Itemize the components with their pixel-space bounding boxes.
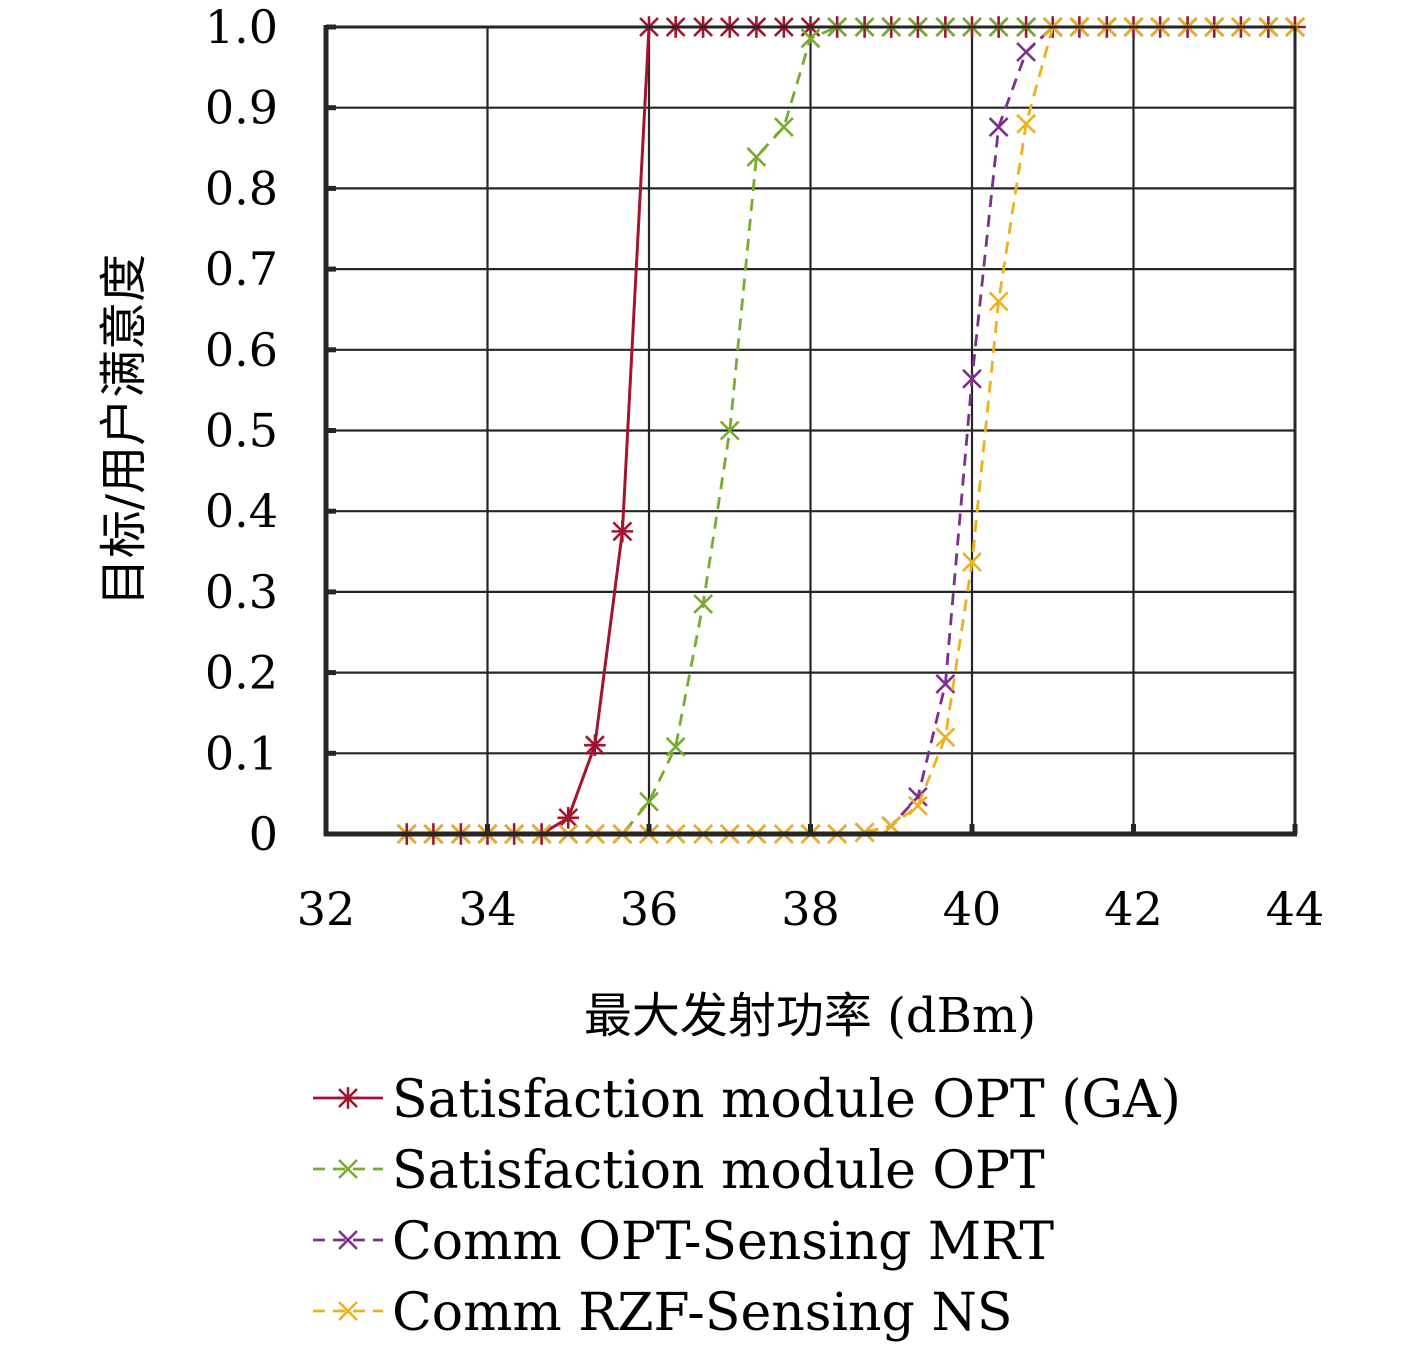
plot-frame (323, 24, 1298, 837)
data-point (935, 727, 956, 748)
legend-entry: Comm RZF-Sensing NS (313, 1283, 1012, 1343)
x-tick-label: 40 (943, 882, 1002, 936)
grid (324, 25, 1297, 836)
y-axis-label: 目标/用户满意度 (96, 254, 152, 606)
legend-marker (338, 1159, 358, 1179)
data-point (800, 28, 821, 49)
legend-entry: Satisfaction module OPT (313, 1141, 1045, 1201)
data-point (611, 520, 634, 543)
data-point (1016, 42, 1037, 62)
data-point (773, 117, 794, 137)
data-point (639, 791, 659, 812)
x-tick-label: 42 (1104, 882, 1163, 936)
data-point (665, 736, 686, 757)
y-tick-label: 0.5 (205, 404, 278, 458)
y-tick-label: 0 (249, 807, 278, 861)
legend-label: Satisfaction module OPT (GA) (392, 1070, 1181, 1130)
y-tick-label: 0.4 (205, 484, 278, 538)
legend-marker (338, 1301, 358, 1321)
data-point (988, 117, 1009, 137)
legend: Satisfaction module OPT (GA) Satisfaction… (313, 1070, 1181, 1343)
x-tick-labels: 32 34 36 38 40 42 44 (297, 882, 1325, 936)
x-axis-label: 最大发射功率 (dBm) (584, 988, 1036, 1044)
data-point (719, 420, 740, 441)
x-tick-label: 32 (297, 882, 356, 936)
legend-marker (337, 1087, 359, 1109)
data-point (584, 734, 606, 757)
y-tick-label: 1.0 (205, 0, 278, 54)
y-tick-labels: 0 0.1 0.2 0.3 0.4 0.5 0.6 0.7 0.8 0.9 1.0 (205, 0, 278, 861)
x-tick-label: 44 (1266, 882, 1325, 936)
x-tick-label: 38 (781, 882, 840, 936)
legend-label: Comm RZF-Sensing NS (392, 1283, 1012, 1343)
data-point (962, 552, 982, 572)
data-point (988, 291, 1009, 312)
x-tick-label: 36 (620, 882, 679, 936)
y-tick-label: 0.1 (205, 726, 278, 780)
y-tick-label: 0.2 (205, 646, 278, 700)
y-tick-label: 0.7 (205, 242, 278, 296)
data-point (557, 807, 580, 829)
legend-label: Satisfaction module OPT (392, 1141, 1045, 1201)
data-point (1016, 113, 1037, 134)
data-point (693, 594, 714, 614)
y-tick-label: 0.8 (205, 161, 278, 215)
data-point (907, 786, 928, 807)
legend-marker (338, 1230, 358, 1250)
data-point (962, 368, 982, 389)
y-tick-label: 0.6 (205, 323, 278, 377)
data-point (907, 795, 928, 816)
y-tick-label: 0.9 (205, 81, 278, 135)
legend-entry: Satisfaction module OPT (GA) (313, 1070, 1181, 1130)
x-tick-label: 34 (458, 882, 517, 936)
data-point (746, 147, 767, 167)
legend-entry: Comm OPT-Sensing MRT (313, 1212, 1054, 1272)
legend-label: Comm OPT-Sensing MRT (392, 1212, 1054, 1272)
y-tick-label: 0.3 (205, 565, 278, 619)
